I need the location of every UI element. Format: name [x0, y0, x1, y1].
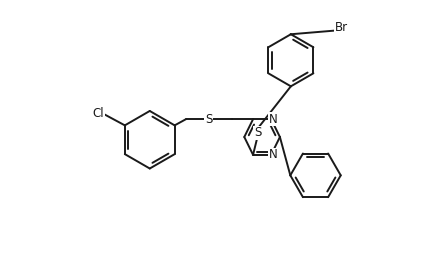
Text: N: N	[269, 148, 278, 161]
Text: S: S	[254, 126, 261, 139]
Text: Cl: Cl	[92, 107, 104, 120]
Text: Br: Br	[335, 21, 348, 34]
Text: N: N	[269, 113, 278, 126]
Text: S: S	[205, 113, 212, 126]
